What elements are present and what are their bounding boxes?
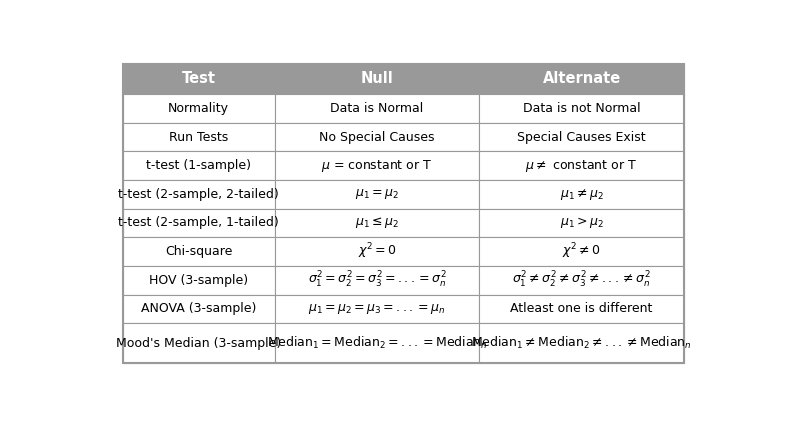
Bar (275, 209, 479, 237)
Bar (275, 237, 479, 266)
Text: Data is not Normal: Data is not Normal (523, 102, 641, 115)
Text: $\mu_1 \leq \mu_2$: $\mu_1 \leq \mu_2$ (355, 215, 399, 231)
Text: ANOVA (3-sample): ANOVA (3-sample) (141, 302, 257, 316)
Bar (479, 94, 684, 123)
Text: Data is Normal: Data is Normal (331, 102, 423, 115)
Text: Normality: Normality (168, 102, 229, 115)
Text: $\mu_1 > \mu_2$: $\mu_1 > \mu_2$ (560, 215, 604, 231)
Text: $\mu \neq$ constant or T: $\mu \neq$ constant or T (526, 158, 637, 174)
Bar (275, 94, 479, 123)
Text: $\chi^2 = 0$: $\chi^2 = 0$ (357, 242, 397, 261)
Text: Special Causes Exist: Special Causes Exist (517, 131, 646, 143)
Bar (275, 151, 479, 180)
Text: t-test (1-sample): t-test (1-sample) (146, 159, 251, 172)
Text: HOV (3-sample): HOV (3-sample) (150, 274, 248, 287)
Text: $\mu_1 = \mu_2$: $\mu_1 = \mu_2$ (355, 187, 399, 201)
Bar (275, 180, 479, 209)
Text: Null: Null (360, 71, 394, 86)
Text: $\mu$ = constant or T: $\mu$ = constant or T (321, 158, 433, 174)
Bar (479, 266, 684, 295)
Text: $\mu_1 = \mu_2 = \mu_3 = ... = \mu_n$: $\mu_1 = \mu_2 = \mu_3 = ... = \mu_n$ (309, 302, 445, 316)
Text: $\chi^2 \neq 0$: $\chi^2 \neq 0$ (562, 242, 601, 261)
Bar (123, 151, 275, 180)
Bar (479, 209, 684, 237)
Bar (275, 123, 479, 151)
Bar (275, 323, 479, 363)
Text: Alternate: Alternate (542, 71, 621, 86)
Text: Mood's Median (3-sample): Mood's Median (3-sample) (116, 337, 281, 350)
Bar (479, 180, 684, 209)
Text: Atleast one is different: Atleast one is different (511, 302, 652, 316)
Bar (479, 123, 684, 151)
Text: Test: Test (182, 71, 216, 86)
Text: $\text{Median}_1 = \text{Median}_2 = ... = \text{Median}_n$: $\text{Median}_1 = \text{Median}_2 = ...… (267, 335, 487, 352)
Bar (123, 266, 275, 295)
Bar (275, 295, 479, 323)
Bar (123, 237, 275, 266)
Bar (123, 295, 275, 323)
Bar (479, 295, 684, 323)
Bar (479, 64, 684, 94)
Bar (123, 94, 275, 123)
Text: $\sigma^2_1 = \sigma^2_2 = \sigma^2_3 = ... = \sigma^2_n$: $\sigma^2_1 = \sigma^2_2 = \sigma^2_3 = … (308, 270, 446, 290)
Text: $\mu_1 \neq \mu_2$: $\mu_1 \neq \mu_2$ (560, 187, 604, 202)
Text: No Special Causes: No Special Causes (320, 131, 434, 143)
Text: $\sigma^2_1 \neq \sigma^2_2 \neq \sigma^2_3 \neq ... \neq \sigma^2_n$: $\sigma^2_1 \neq \sigma^2_2 \neq \sigma^… (512, 270, 651, 290)
Bar (479, 237, 684, 266)
Bar (275, 266, 479, 295)
Bar (479, 151, 684, 180)
Bar (123, 64, 275, 94)
Bar (479, 323, 684, 363)
Bar (123, 123, 275, 151)
Text: Chi-square: Chi-square (165, 245, 232, 258)
Bar (275, 64, 479, 94)
Bar (123, 180, 275, 209)
Text: $\text{Median}_1 \neq \text{Median}_2 \neq ... \neq \text{Median}_n$: $\text{Median}_1 \neq \text{Median}_2 \n… (471, 335, 692, 352)
Text: Run Tests: Run Tests (169, 131, 228, 143)
Bar (123, 209, 275, 237)
Bar (123, 323, 275, 363)
Text: t-test (2-sample, 1-tailed): t-test (2-sample, 1-tailed) (118, 217, 279, 230)
Text: t-test (2-sample, 2-tailed): t-test (2-sample, 2-tailed) (118, 188, 279, 201)
